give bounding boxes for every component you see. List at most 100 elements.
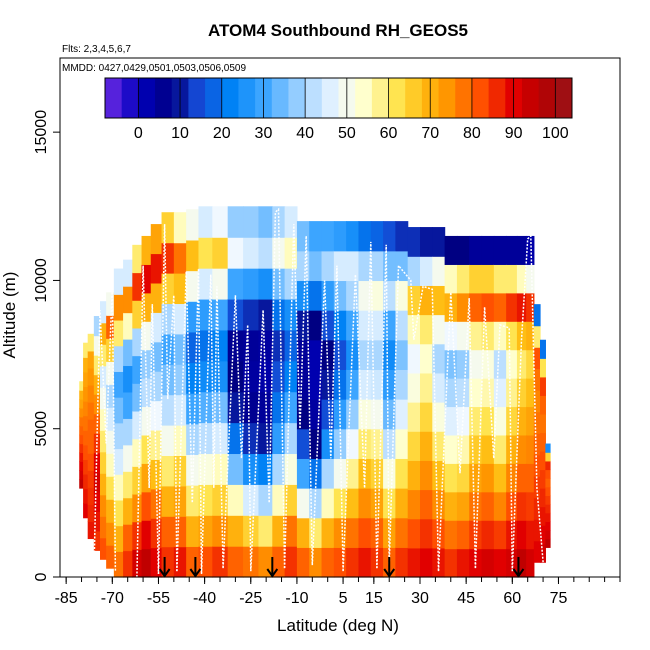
colorbar-cell bbox=[288, 78, 306, 118]
heatmap-cell bbox=[227, 329, 244, 362]
heatmap-cell bbox=[444, 520, 458, 550]
heatmap-cell bbox=[506, 321, 518, 351]
heatmap-cell bbox=[100, 408, 107, 431]
heatmap-cell bbox=[87, 384, 95, 403]
heatmap-cell bbox=[272, 268, 286, 300]
heatmap-cell bbox=[533, 519, 541, 542]
heatmap-cell bbox=[358, 339, 372, 370]
heatmap-cell bbox=[258, 515, 273, 547]
heatmap-cell bbox=[526, 434, 535, 464]
heatmap-cell bbox=[481, 349, 495, 379]
heatmap-cell bbox=[481, 491, 495, 521]
heatmap-cell bbox=[533, 368, 541, 391]
heatmap-cell bbox=[506, 463, 518, 493]
heatmap-cell bbox=[346, 517, 360, 548]
heatmap-cell bbox=[83, 488, 89, 504]
heatmap-cell bbox=[420, 518, 433, 549]
heatmap-cell bbox=[444, 434, 458, 464]
heatmap-cell bbox=[113, 319, 124, 347]
heatmap-cell bbox=[161, 455, 175, 487]
heatmap-cell bbox=[383, 339, 396, 370]
heatmap-cell bbox=[296, 488, 310, 519]
heatmap-cell bbox=[533, 325, 541, 348]
heatmap-cell bbox=[93, 491, 101, 512]
colorbar-tick-label: 70 bbox=[421, 125, 439, 142]
heatmap-cell bbox=[493, 406, 507, 436]
heatmap-cell bbox=[83, 371, 89, 388]
heatmap-cell bbox=[106, 545, 115, 569]
heatmap-cell bbox=[106, 315, 115, 339]
heatmap-cell bbox=[272, 484, 286, 516]
heatmap-cell bbox=[150, 429, 163, 460]
heatmap-cell bbox=[87, 521, 95, 540]
heatmap-cell bbox=[540, 376, 546, 396]
heatmap-cell bbox=[506, 349, 518, 379]
heatmap-cell bbox=[141, 520, 152, 550]
heatmap-cell bbox=[258, 237, 273, 269]
heatmap-cell bbox=[493, 548, 507, 578]
flight-track bbox=[342, 241, 378, 572]
heatmap-cell bbox=[395, 280, 409, 311]
heatmap-cell bbox=[79, 390, 84, 400]
heatmap-cell bbox=[407, 402, 421, 432]
heatmap-cell bbox=[258, 298, 273, 331]
heatmap-cell bbox=[346, 458, 360, 489]
heatmap-cell bbox=[79, 461, 84, 471]
flight-track bbox=[200, 274, 224, 575]
heatmap-cell bbox=[258, 484, 273, 516]
heatmap-cell bbox=[272, 453, 286, 485]
colorbar-cell bbox=[271, 78, 289, 118]
heatmap-cell bbox=[150, 459, 163, 490]
flight-track bbox=[376, 244, 390, 569]
colorbar-tick-label: 60 bbox=[380, 125, 398, 142]
heatmap-cell bbox=[150, 341, 163, 372]
heatmap-cell bbox=[83, 473, 89, 490]
heatmap-cell bbox=[395, 547, 409, 578]
flight-track bbox=[283, 224, 314, 569]
heatmap-cell bbox=[258, 206, 273, 238]
heatmap-cell bbox=[132, 521, 143, 550]
heatmap-cell bbox=[370, 250, 384, 282]
heatmap-cell bbox=[243, 268, 260, 300]
x-axis-label: Latitude (deg N) bbox=[277, 616, 399, 635]
x-tick-label: 75 bbox=[550, 590, 568, 607]
heatmap-cell bbox=[346, 250, 360, 282]
heatmap-cell bbox=[395, 517, 409, 548]
heatmap-cell bbox=[407, 460, 421, 491]
heatmap-cell bbox=[87, 419, 95, 437]
heatmap-cell bbox=[456, 378, 470, 408]
heatmap-cell bbox=[243, 515, 260, 547]
colorbar-cell bbox=[155, 78, 173, 118]
heatmap-cell bbox=[481, 292, 495, 322]
heatmap-cell bbox=[243, 360, 260, 393]
heatmap-cell bbox=[516, 463, 527, 493]
heatmap-cell bbox=[132, 549, 143, 578]
x-tick-label: -25 bbox=[239, 590, 262, 607]
heatmap-cell bbox=[383, 458, 396, 489]
heatmap-cell bbox=[432, 402, 446, 432]
heatmap-cell bbox=[516, 520, 527, 550]
heatmap-cell bbox=[395, 428, 409, 459]
heatmap-cell bbox=[284, 360, 298, 393]
heatmap-cell bbox=[113, 525, 124, 552]
heatmap-cell bbox=[321, 547, 335, 578]
heatmap-cell bbox=[456, 463, 470, 493]
heatmap-cell bbox=[284, 484, 298, 516]
heatmap-cell bbox=[150, 547, 163, 578]
heatmap-cell bbox=[540, 358, 546, 378]
heatmap-cell bbox=[346, 399, 360, 430]
heatmap-cell bbox=[113, 345, 124, 372]
heatmap-cell bbox=[444, 463, 458, 493]
heatmap-cell bbox=[407, 343, 421, 374]
heatmap-cell bbox=[161, 485, 175, 517]
heatmap-cell bbox=[212, 268, 229, 300]
heatmap-cell bbox=[186, 393, 200, 425]
heatmap-cell bbox=[545, 486, 551, 497]
heatmap-cell bbox=[420, 460, 433, 491]
heatmap-cell bbox=[533, 454, 541, 477]
heatmap-cell bbox=[395, 250, 409, 282]
heatmap-cell bbox=[481, 378, 495, 408]
heatmap-cell bbox=[456, 235, 470, 265]
heatmap-cell bbox=[93, 472, 101, 493]
heatmap-cell bbox=[83, 444, 89, 460]
